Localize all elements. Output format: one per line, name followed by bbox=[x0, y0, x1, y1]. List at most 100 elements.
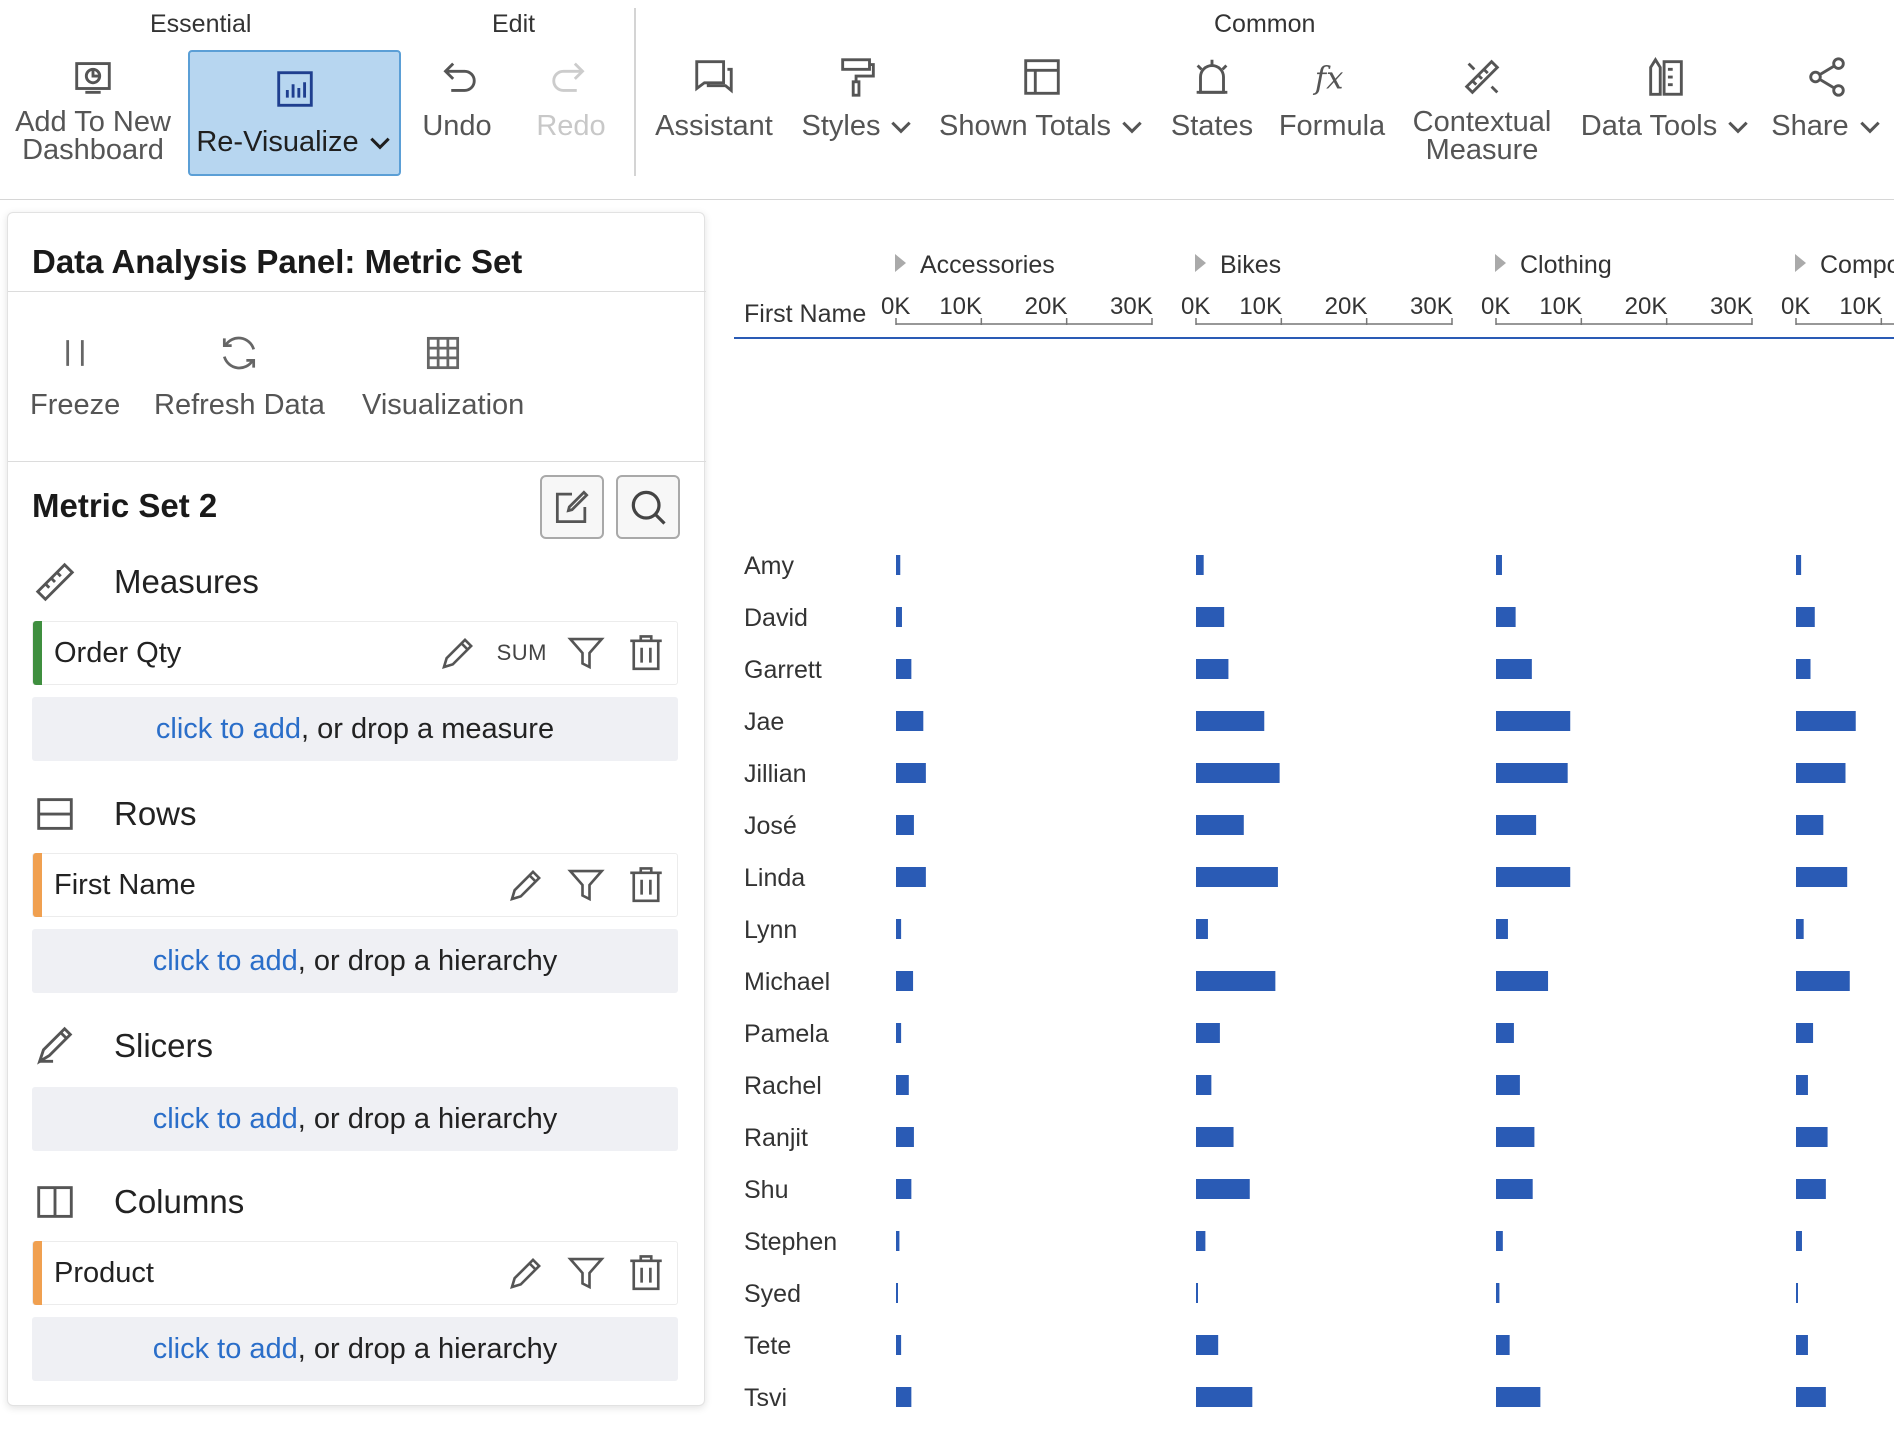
aggregation-button[interactable]: SUM bbox=[496, 640, 547, 665]
edit-field-button[interactable] bbox=[505, 1252, 547, 1294]
rows-dropzone[interactable]: click to add, or drop a hierarchy bbox=[32, 929, 678, 993]
bar-compo-11 bbox=[1796, 1127, 1828, 1147]
filter-button[interactable] bbox=[565, 864, 607, 906]
column-field-product[interactable]: Product bbox=[32, 1241, 678, 1305]
data-analysis-panel: Data Analysis Panel: Metric Set Freeze R… bbox=[7, 212, 706, 1406]
click-to-add-link[interactable]: click to add bbox=[152, 1102, 298, 1135]
formula-button[interactable]: fx Formula bbox=[1274, 52, 1390, 141]
dropzone-text: , or drop a hierarchy bbox=[297, 1332, 558, 1365]
bar-accessories-12 bbox=[896, 1179, 912, 1199]
bar-bikes-3 bbox=[1196, 711, 1265, 731]
contextual-measure-button[interactable]: Contextual Measure bbox=[1406, 52, 1558, 166]
assistant-button[interactable]: Assistant bbox=[652, 52, 776, 141]
bar-clothing-13 bbox=[1496, 1231, 1503, 1251]
bar-compo-16 bbox=[1796, 1387, 1826, 1407]
bar-accessories-14 bbox=[896, 1283, 898, 1303]
grid-icon bbox=[421, 331, 465, 375]
data-tools-button[interactable]: Data Tools bbox=[1576, 52, 1756, 141]
search-button[interactable] bbox=[616, 475, 680, 539]
rows-label: Rows bbox=[114, 795, 197, 832]
paint-roller-icon bbox=[833, 52, 883, 102]
row-label: Pamela bbox=[744, 1020, 829, 1048]
delete-button[interactable] bbox=[625, 864, 667, 906]
measures-section-header: Measures bbox=[32, 559, 259, 605]
visualization-button[interactable]: Visualization bbox=[362, 331, 524, 422]
dropzone-text: , or drop a hierarchy bbox=[297, 944, 558, 977]
redo-button[interactable]: Redo bbox=[528, 52, 614, 141]
assistant-label: Assistant bbox=[655, 110, 773, 142]
bar-clothing-2 bbox=[1496, 659, 1532, 679]
bar-accessories-2 bbox=[896, 659, 912, 679]
bar-bikes-6 bbox=[1196, 867, 1278, 887]
row-label: David bbox=[744, 604, 808, 632]
bar-bikes-13 bbox=[1196, 1231, 1206, 1251]
filter-button[interactable] bbox=[565, 632, 607, 674]
search-icon bbox=[631, 490, 666, 525]
bar-clothing-9 bbox=[1496, 1023, 1514, 1043]
measure-field-order-qty[interactable]: Order Qty SUM bbox=[32, 621, 678, 685]
expand-triangle-icon bbox=[1195, 254, 1206, 272]
states-button[interactable]: States bbox=[1164, 52, 1260, 141]
styles-button[interactable]: Styles bbox=[798, 52, 918, 141]
undo-button[interactable]: Undo bbox=[414, 52, 500, 141]
edit-metric-set-button[interactable] bbox=[540, 475, 604, 539]
tick-label: 20K bbox=[1025, 293, 1068, 320]
click-to-add-link[interactable]: click to add bbox=[155, 712, 301, 745]
refresh-data-button[interactable]: Refresh Data bbox=[154, 331, 325, 422]
bar-compo-4 bbox=[1796, 763, 1846, 783]
delete-button[interactable] bbox=[625, 1252, 667, 1294]
rows-header: Rows bbox=[32, 791, 197, 837]
bar-clothing-0 bbox=[1496, 555, 1502, 575]
bar-clothing-10 bbox=[1496, 1075, 1520, 1095]
share-button[interactable]: Share bbox=[1768, 52, 1886, 141]
tick-label: 10K bbox=[1539, 293, 1582, 320]
row-label: Shu bbox=[744, 1176, 788, 1204]
row-label: José bbox=[744, 812, 797, 840]
tick-label: 30K bbox=[1710, 293, 1753, 320]
bar-accessories-15 bbox=[896, 1335, 902, 1355]
chevron-down-icon bbox=[888, 114, 914, 140]
measures-label: Measures bbox=[114, 563, 259, 600]
click-to-add-link[interactable]: click to add bbox=[152, 1332, 298, 1365]
bar-bikes-2 bbox=[1196, 659, 1229, 679]
edit-field-button[interactable] bbox=[505, 864, 547, 906]
click-to-add-link[interactable]: click to add bbox=[152, 944, 298, 977]
columns-dropzone[interactable]: click to add, or drop a hierarchy bbox=[32, 1317, 678, 1381]
edit-field-button[interactable] bbox=[437, 632, 479, 674]
row-label: Lynn bbox=[744, 916, 797, 944]
delete-button[interactable] bbox=[625, 632, 667, 674]
alarm-icon bbox=[1187, 52, 1237, 102]
bar-bikes-16 bbox=[1196, 1387, 1253, 1407]
columns-header: Columns bbox=[32, 1179, 244, 1225]
tick-label: 30K bbox=[1110, 293, 1153, 320]
slicers-label: Slicers bbox=[114, 1027, 214, 1064]
pencil-icon bbox=[510, 870, 541, 901]
bar-bikes-15 bbox=[1196, 1335, 1219, 1355]
row-field-first-name[interactable]: First Name bbox=[32, 853, 678, 917]
dropzone-text: , or drop a measure bbox=[301, 712, 555, 745]
columns-label: Columns bbox=[114, 1183, 245, 1220]
re-visualize-button[interactable]: Re-Visualize bbox=[188, 50, 401, 176]
bar-compo-3 bbox=[1796, 711, 1856, 731]
freeze-button[interactable]: Freeze bbox=[30, 331, 120, 422]
add-to-new-dashboard-button[interactable]: Add To New Dashboard bbox=[6, 52, 180, 165]
row-label: Jillian bbox=[744, 760, 807, 788]
shown-totals-button[interactable]: Shown Totals bbox=[934, 52, 1150, 141]
states-label: States bbox=[1170, 110, 1254, 142]
slicers-dropzone[interactable]: click to add, or drop a hierarchy bbox=[32, 1087, 678, 1151]
filter-button[interactable] bbox=[565, 1252, 607, 1294]
filter-icon bbox=[567, 1257, 605, 1290]
divider bbox=[8, 291, 706, 292]
contextual-measure-label-2: Measure bbox=[1425, 134, 1539, 166]
bar-bikes-12 bbox=[1196, 1179, 1250, 1199]
tick-label: 0K bbox=[1181, 293, 1210, 320]
chevron-down-icon bbox=[1725, 114, 1751, 140]
refresh-icon bbox=[217, 331, 261, 375]
measures-dropzone[interactable]: click to add, or drop a measure bbox=[32, 697, 678, 761]
bar-compo-5 bbox=[1796, 815, 1824, 835]
row-label: Tete bbox=[744, 1332, 791, 1360]
series-label-bikes: Bikes bbox=[1220, 251, 1281, 279]
metric-set-title: Metric Set 2 bbox=[32, 487, 218, 524]
tick-label: 0K bbox=[1781, 293, 1810, 320]
pause-icon bbox=[53, 331, 97, 375]
